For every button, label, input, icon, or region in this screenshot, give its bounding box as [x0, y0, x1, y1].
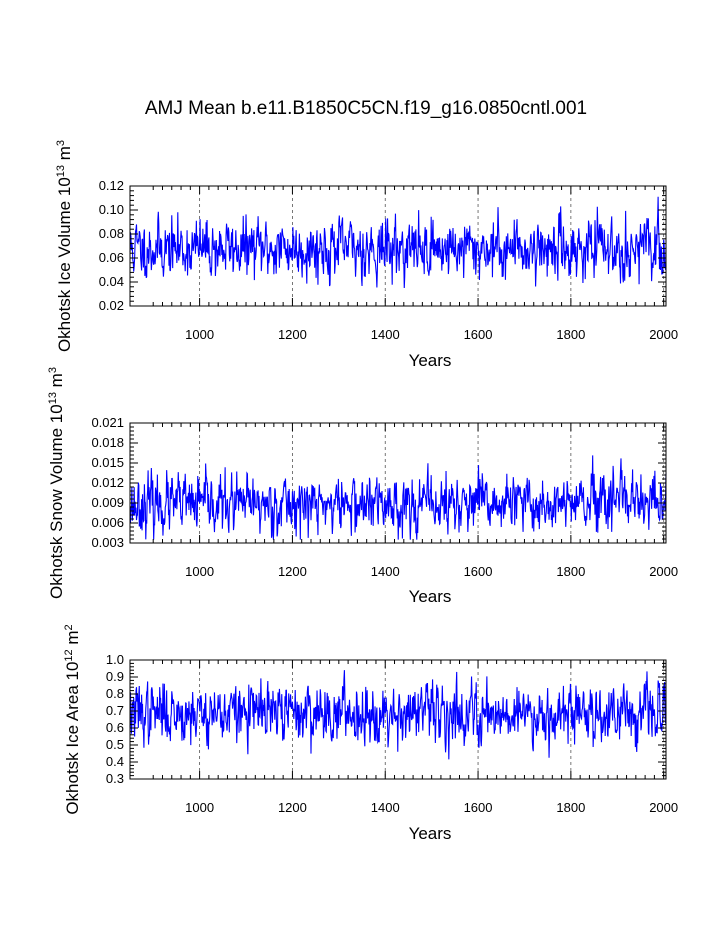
y-tick-label: 0.8 — [106, 686, 124, 701]
y-tick-label: 0.012 — [91, 475, 124, 490]
x-tick-label: 1600 — [464, 564, 493, 579]
chart-title: AMJ Mean b.e11.B1850C5CN.f19_g16.0850cnt… — [145, 98, 587, 119]
y-tick-label: 0.006 — [91, 515, 124, 530]
series-line — [129, 670, 667, 760]
y-tick-label: 0.06 — [99, 250, 124, 265]
x-axis-label: Years — [409, 351, 452, 370]
y-tick-label: 0.10 — [99, 202, 124, 217]
y-tick-label: 0.3 — [106, 771, 124, 786]
x-tick-label: 1400 — [371, 564, 400, 579]
x-tick-label: 1800 — [556, 564, 585, 579]
y-tick-label: 0.08 — [99, 226, 124, 241]
x-tick-label: 1000 — [185, 800, 214, 815]
x-tick-label: 2000 — [649, 800, 678, 815]
y-tick-label: 0.003 — [91, 535, 124, 550]
x-tick-label: 1600 — [464, 327, 493, 342]
y-axis-label: Okhotsk Ice Volume 1013 m3 — [55, 140, 74, 352]
x-axis-label: Years — [409, 824, 452, 843]
panels: 1000 1200 1400 1600 1800 2000 0.02 0.04 0.06 0.08… — [47, 140, 678, 843]
x-tick-label: 1000 — [185, 327, 214, 342]
y-tick-label: 0.9 — [106, 669, 124, 684]
y-tick-label: 0.12 — [99, 178, 124, 193]
y-tick-label: 0.4 — [106, 754, 124, 769]
panel-1: 1000 1200 1400 1600 1800 2000 0.02 0.04 0.06 0.08… — [55, 140, 678, 370]
series-line — [129, 455, 667, 540]
y-tick-label: 0.04 — [99, 274, 124, 289]
plot-frame — [129, 185, 667, 307]
y-tick-label: 0.7 — [106, 703, 124, 718]
y-tick-label: 0.021 — [91, 415, 124, 430]
y-tick-label: 0.018 — [91, 435, 124, 450]
x-tick-label: 1400 — [371, 800, 400, 815]
y-tick-label: 0.009 — [91, 495, 124, 510]
x-tick-label: 2000 — [649, 564, 678, 579]
x-tick-label: 1600 — [464, 800, 493, 815]
x-tick-label: 1800 — [556, 327, 585, 342]
y-tick-label: 0.6 — [106, 720, 124, 735]
x-tick-label: 1800 — [556, 800, 585, 815]
y-axis-label: Okhotsk Snow Volume 1013 m3 — [47, 367, 66, 599]
y-tick-label: 0.015 — [91, 455, 124, 470]
y-axis-label: Okhotsk Ice Area 1012 m2 — [63, 624, 82, 814]
x-tick-label: 2000 — [649, 327, 678, 342]
x-tick-label: 1000 — [185, 564, 214, 579]
y-tick-label: 1.0 — [106, 652, 124, 667]
panel-2: 1000 1200 1400 1600 1800 2000 0.003 0.006 0.009 0… — [47, 367, 678, 606]
x-tick-label: 1200 — [278, 327, 307, 342]
y-tick-label: 0.02 — [99, 298, 124, 313]
y-tick-label: 0.5 — [106, 737, 124, 752]
x-tick-label: 1400 — [371, 327, 400, 342]
x-tick-label: 1200 — [278, 564, 307, 579]
series-line — [129, 196, 667, 289]
x-tick-label: 1200 — [278, 800, 307, 815]
x-axis-label: Years — [409, 587, 452, 606]
panel-3: 1000 1200 1400 1600 1800 2000 0.3 0.4 0.5 0.6 0.7 0… — [63, 624, 678, 843]
plot-frame — [129, 659, 667, 780]
